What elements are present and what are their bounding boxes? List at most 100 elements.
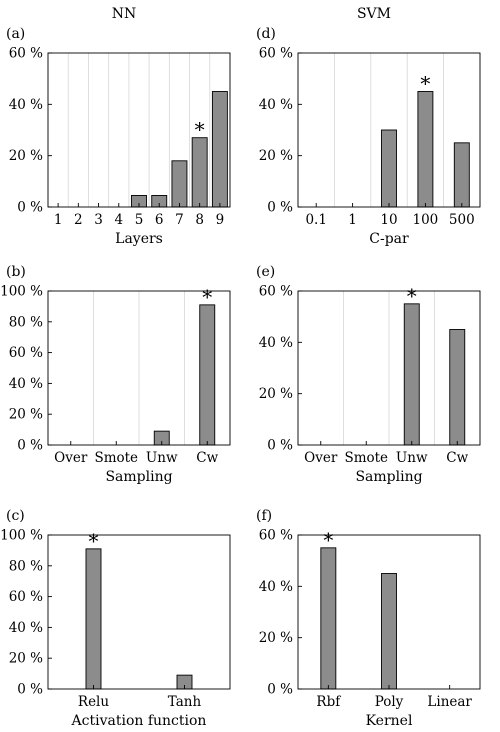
- x-tick-label: Smote: [344, 450, 388, 466]
- x-axis-label: Sampling: [105, 469, 172, 485]
- x-axis-label: Activation function: [71, 713, 207, 729]
- bar-Poly: [381, 573, 397, 690]
- y-tick-label: 20 %: [9, 651, 43, 667]
- panel-e: (e) 0 % 20 % 40 % 60 % Over Smote Unw * Cw Samplin…: [256, 264, 481, 485]
- panel-c-label: (c): [6, 508, 25, 524]
- bar-Rbf: [320, 547, 337, 690]
- y-tick-label: 40 %: [9, 97, 43, 113]
- x-axis-label: Sampling: [355, 469, 422, 485]
- y-tick-label: 0 %: [17, 200, 43, 216]
- x-tick-label: Poly: [375, 694, 404, 710]
- best-marker: *: [195, 118, 205, 142]
- y-tick-label: 80 %: [9, 558, 43, 574]
- best-marker: *: [89, 529, 99, 553]
- y-tick-label: 20 %: [9, 148, 43, 164]
- x-axis-label: Layers: [115, 231, 163, 247]
- bar-Unw: [403, 303, 420, 446]
- x-tick-label: Rbf: [316, 694, 341, 710]
- y-tick-label: 20 %: [259, 630, 293, 646]
- x-tick-label: Smote: [94, 450, 138, 466]
- y-tick-label: 20 %: [9, 407, 43, 423]
- bar-7: [171, 160, 188, 208]
- plot-frame: [47, 534, 231, 690]
- panel-b-label: (b): [6, 264, 26, 280]
- y-tick-label: 60 %: [9, 46, 43, 62]
- column-title-nn: NN: [112, 6, 137, 22]
- x-tick-label: Over: [304, 450, 338, 466]
- plot-frame: [297, 290, 481, 446]
- y-tick-label: 0 %: [267, 438, 293, 454]
- x-tick-label: Over: [54, 450, 88, 466]
- y-tick-label: 20 %: [259, 386, 293, 402]
- x-tick-label: Unw: [146, 450, 178, 466]
- x-tick-label: 7: [175, 212, 184, 228]
- x-tick-label: Relu: [78, 694, 109, 710]
- y-tick-label: 40 %: [259, 335, 293, 351]
- panel-f-label: (f): [256, 508, 272, 524]
- y-tick-label: 0 %: [17, 438, 43, 454]
- y-tick-label: 20 %: [259, 148, 293, 164]
- y-tick-label: 40 %: [259, 97, 293, 113]
- panel-b: (b) 0 % 20 % 40 % 60 % 80 % 100 % Over Smote Unw C…: [0, 264, 231, 485]
- panel-d-label: (d): [256, 26, 276, 42]
- y-tick-label: 40 %: [9, 620, 43, 636]
- bar-Relu: [85, 548, 102, 690]
- bar-500: [453, 142, 470, 208]
- panel-f: (f) 0 % 20 % 40 % 60 % Rbf * Poly Linear Kernel: [256, 508, 481, 729]
- y-tick-label: 0 %: [17, 682, 43, 698]
- plot-frame: [297, 534, 481, 690]
- column-title-svm: SVM: [357, 6, 391, 22]
- bar-9: [211, 91, 228, 208]
- x-tick-label: 4: [114, 212, 123, 228]
- x-tick-label: 8: [195, 212, 204, 228]
- panel-a: (a) 0 % 20 % 40 % 60 % 1 2 3 4 5 6 7 8 * 9 Layers: [6, 26, 231, 247]
- y-tick-label: 0 %: [267, 682, 293, 698]
- best-marker: *: [202, 285, 212, 309]
- bar-10: [381, 129, 397, 208]
- x-tick-label: Tanh: [168, 694, 202, 710]
- panel-c: (c) 0 % 20 % 40 % 60 % 80 % 100 % Relu * Tanh Acti…: [0, 508, 231, 729]
- y-tick-label: 60 %: [259, 528, 293, 544]
- x-axis-label: Kernel: [366, 713, 413, 729]
- x-tick-label: Linear: [427, 694, 472, 710]
- x-tick-label: Unw: [396, 450, 428, 466]
- x-tick-label: Cw: [446, 450, 468, 466]
- x-tick-label: 6: [155, 212, 164, 228]
- x-tick-label: 5: [135, 212, 144, 228]
- x-tick-label: 9: [216, 212, 225, 228]
- y-tick-label: 0 %: [267, 200, 293, 216]
- x-tick-label: 100: [413, 212, 439, 228]
- x-tick-label: 500: [449, 212, 475, 228]
- best-marker: *: [420, 72, 430, 96]
- y-tick-label: 100 %: [0, 284, 43, 300]
- y-tick-label: 60 %: [9, 345, 43, 361]
- plot-frame: [47, 52, 231, 208]
- x-tick-label: 2: [74, 212, 83, 228]
- bar-Cw: [199, 304, 216, 446]
- y-tick-label: 60 %: [259, 46, 293, 62]
- x-tick-label: Cw: [196, 450, 218, 466]
- x-tick-label: 1: [348, 212, 357, 228]
- y-tick-label: 60 %: [9, 589, 43, 605]
- plot-frame: [297, 52, 481, 208]
- x-tick-label: 1: [54, 212, 63, 228]
- bar-8: [191, 137, 208, 208]
- panel-a-label: (a): [6, 26, 25, 42]
- plot-frame: [47, 290, 231, 446]
- y-tick-label: 40 %: [259, 579, 293, 595]
- x-tick-label: 10: [380, 212, 397, 228]
- panel-e-label: (e): [256, 264, 275, 280]
- y-tick-label: 40 %: [9, 376, 43, 392]
- y-tick-label: 60 %: [259, 284, 293, 300]
- y-tick-label: 80 %: [9, 314, 43, 330]
- best-marker: *: [407, 284, 417, 308]
- y-tick-label: 100 %: [0, 528, 43, 544]
- x-tick-label: 0.1: [305, 212, 326, 228]
- x-axis-label: C-par: [369, 231, 409, 247]
- x-tick-label: 3: [94, 212, 103, 228]
- bar-100: [417, 91, 434, 208]
- best-marker: *: [323, 528, 333, 552]
- bar-Cw: [449, 329, 466, 446]
- panel-d: (d) 0 % 20 % 40 % 60 % 0.1 1 10 100 * 500 C-par: [256, 26, 481, 247]
